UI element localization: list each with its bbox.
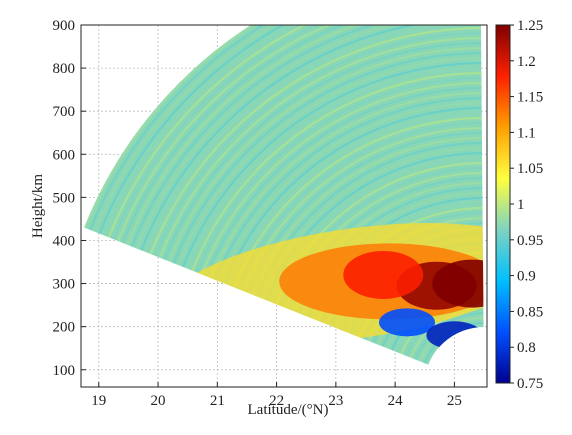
stripe — [214, 96, 482, 281]
stripe — [98, 25, 481, 235]
x-tick-label: 22 — [269, 393, 284, 409]
stripe — [186, 66, 482, 270]
y-ticks: 100 200 300 400 500 600 700 800 900 — [53, 18, 86, 379]
y-tick-label: 400 — [53, 233, 76, 249]
stripe — [107, 25, 481, 238]
colorbar-tick-label: 0.75 — [517, 376, 543, 392]
stripe — [172, 51, 482, 264]
stripe — [149, 26, 482, 255]
stripe — [209, 91, 482, 279]
x-tick-label: 24 — [388, 393, 404, 409]
stripe — [103, 25, 481, 236]
stripe — [219, 101, 482, 283]
colorbar-tick-label: 0.85 — [517, 304, 543, 320]
colorbar-tick-label: 1.2 — [517, 54, 536, 70]
colorbar-ticks: 0.75 0.8 0.85 0.9 0.95 1 1.05 1.1 1.15 1.2 1.25 — [510, 18, 543, 392]
stripe — [144, 25, 482, 253]
stripe — [233, 116, 482, 288]
stripe — [200, 81, 482, 275]
y-axis-label: Height/km — [30, 174, 46, 238]
y-tick-label: 700 — [53, 104, 76, 120]
colorbar-tick-label: 1 — [517, 197, 525, 213]
stripe — [140, 25, 482, 251]
stripe — [112, 25, 481, 240]
colorbar-tick-label: 1.05 — [517, 161, 543, 177]
stripe — [154, 31, 482, 257]
stripe — [228, 111, 482, 286]
y-tick-label: 500 — [53, 190, 76, 206]
stripe — [135, 25, 481, 249]
enhancement-core — [343, 250, 424, 299]
colorbar-tick-label: 1.15 — [517, 90, 543, 106]
stripe — [168, 46, 482, 262]
stripe — [121, 25, 481, 244]
heatmap-fan — [83, 25, 484, 365]
colorbar-tick-label: 0.8 — [517, 340, 536, 356]
stripe — [163, 41, 482, 261]
y-tick-label: 900 — [53, 18, 76, 34]
stripe — [223, 106, 482, 285]
stripe — [195, 76, 482, 274]
colorbar-tick-label: 0.9 — [517, 269, 536, 285]
stripe — [205, 86, 482, 277]
x-ticks: 19 20 21 22 23 24 25 — [91, 382, 462, 409]
x-tick-label: 25 — [447, 393, 462, 409]
stripe — [126, 25, 481, 246]
axes-frame — [80, 24, 488, 388]
y-tick-label: 100 — [53, 363, 76, 379]
x-tick-label: 21 — [210, 393, 225, 409]
y-tick-label: 200 — [53, 320, 76, 336]
x-tick-label: 23 — [328, 393, 343, 409]
stripe — [191, 71, 482, 272]
y-tick-label: 800 — [53, 61, 76, 77]
y-tick-label: 300 — [53, 277, 76, 293]
stripe — [89, 25, 481, 231]
stripe — [182, 61, 482, 268]
stripe — [84, 25, 481, 229]
x-tick-label: 19 — [91, 393, 106, 409]
stripe — [93, 25, 481, 233]
stripe — [177, 56, 482, 266]
x-axis-label: Latitude/(°N) — [248, 402, 329, 418]
stripe — [117, 25, 481, 242]
y-tick-label: 600 — [53, 147, 76, 163]
enhancement-core — [432, 259, 484, 308]
colorbar-tick-label: 1.25 — [517, 18, 543, 34]
colorbar-tick-label: 0.95 — [517, 233, 543, 249]
colorbar-tick-label: 1.1 — [517, 125, 536, 141]
x-tick-label: 20 — [151, 393, 166, 409]
colorbar — [495, 24, 511, 384]
stripe — [158, 36, 482, 259]
depletion-core — [378, 308, 435, 337]
stripe — [130, 25, 481, 248]
